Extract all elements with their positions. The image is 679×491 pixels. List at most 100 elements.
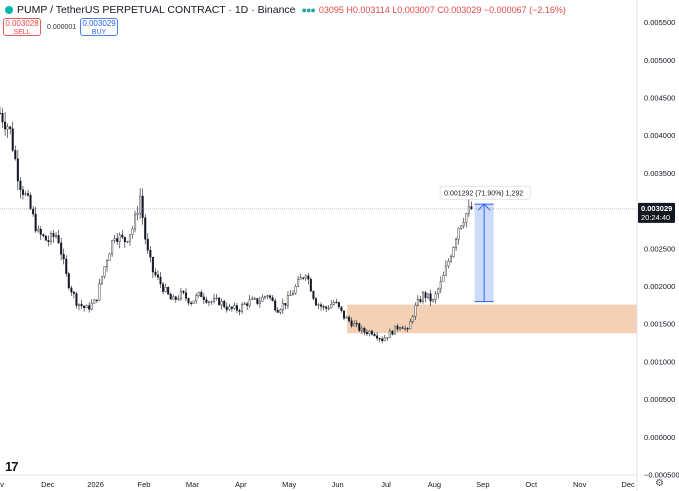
candle-body: [297, 279, 300, 287]
candle-body: [4, 121, 7, 130]
candle-body: [200, 291, 203, 298]
candle-body: [421, 292, 424, 302]
candle-body: [437, 288, 440, 295]
candle-body: [146, 239, 149, 251]
candle-body: [118, 234, 121, 242]
candle-body: [263, 296, 266, 298]
price-tick-label: 0.001500: [644, 320, 675, 329]
candle-body: [383, 337, 386, 342]
candle-body: [460, 225, 463, 229]
candle-body: [337, 302, 340, 308]
candle-body: [271, 297, 274, 301]
candle-body: [340, 306, 343, 311]
sell-button[interactable]: 0.003028 SELL: [3, 18, 41, 36]
candle-body: [134, 214, 137, 230]
candle-body: [139, 195, 142, 214]
candle-body: [335, 301, 338, 304]
candle-body: [312, 291, 315, 299]
candle-body: [294, 286, 297, 294]
symbol-title[interactable]: PUMP / TetherUS PERPETUAL CONTRACT · 1D …: [17, 4, 296, 16]
candle-body: [62, 254, 65, 260]
candle-body: [470, 206, 473, 210]
candle-body: [187, 298, 190, 304]
price-tick-label: 0.001000: [644, 357, 675, 366]
candle-body: [44, 235, 47, 241]
candle-body: [116, 238, 119, 242]
candle-body: [149, 249, 152, 258]
candle-body: [108, 253, 111, 261]
price-tick-label: 0.005000: [644, 56, 675, 65]
candle-body: [141, 195, 144, 218]
candle-body: [57, 235, 60, 244]
support-zone[interactable]: [347, 304, 637, 334]
buy-button[interactable]: 0.003029 BUY: [80, 18, 118, 36]
candle-body: [409, 321, 412, 330]
candle-body: [286, 295, 289, 306]
candle-body: [342, 310, 345, 319]
candle-body: [325, 306, 328, 309]
candle-body: [266, 295, 269, 297]
measure-label: 0.001292 (71.90%) 1,292: [444, 191, 523, 198]
candle-body: [85, 305, 88, 309]
price-tick-label: 0.003500: [644, 169, 675, 178]
settings-icon[interactable]: ⚙: [655, 478, 664, 489]
candle-body: [462, 222, 465, 227]
candle-body: [42, 234, 45, 237]
candle-body: [302, 277, 305, 279]
candle-body: [241, 304, 244, 312]
candle-body: [121, 234, 124, 238]
candle-body: [248, 299, 251, 306]
candle-body: [100, 276, 103, 284]
measure-label-box: 0.001292 (71.90%) 1,292: [439, 185, 531, 200]
time-tick-label: Mar: [186, 480, 199, 489]
candle-body: [432, 299, 435, 302]
candle-body: [128, 234, 131, 242]
time-tick-label: Feb: [137, 480, 150, 489]
candle-body: [330, 304, 333, 309]
candle-body: [213, 298, 216, 302]
price-tick-label: 0.002500: [644, 244, 675, 253]
candle-body: [77, 303, 80, 306]
time-tick-label: 2026: [87, 480, 104, 489]
candle-body: [88, 305, 91, 310]
candle-body: [202, 296, 205, 300]
candle-body: [19, 180, 22, 190]
time-tick-label: Apr: [235, 480, 247, 489]
price-tick-label: 0.004500: [644, 94, 675, 103]
candle-body: [95, 299, 98, 301]
candle-body: [167, 287, 170, 295]
candle-body: [317, 304, 320, 306]
candle-body: [363, 327, 366, 333]
candle-body: [52, 233, 55, 237]
sell-label: SELL: [13, 29, 31, 36]
candle-body: [83, 305, 86, 309]
current-price-badge: 0.003029 20:24:40: [638, 202, 675, 223]
candle-body: [215, 297, 218, 299]
candle-body: [223, 301, 226, 308]
price-range-measure[interactable]: [474, 203, 494, 303]
candle-body: [207, 301, 210, 303]
candle-body: [452, 247, 455, 257]
candle-body: [65, 258, 68, 274]
candle-body: [307, 275, 310, 280]
candle-body: [47, 240, 50, 243]
candle-body: [9, 126, 12, 130]
candle-body: [34, 213, 37, 232]
candle-body: [386, 337, 389, 339]
candle-body: [218, 297, 221, 306]
candle-body: [39, 228, 42, 235]
candle-body: [67, 273, 70, 289]
candle-body: [465, 213, 468, 223]
candle-body: [371, 330, 374, 335]
candle-body: [32, 208, 35, 215]
candle-body: [246, 303, 249, 306]
candle-body: [0, 112, 2, 115]
candle-body: [314, 298, 317, 306]
candle-body: [21, 189, 24, 195]
candle-body: [123, 236, 126, 243]
candle-body: [174, 296, 177, 300]
candle-body: [467, 206, 470, 214]
candle-body: [309, 278, 312, 292]
candle-body: [253, 298, 256, 300]
